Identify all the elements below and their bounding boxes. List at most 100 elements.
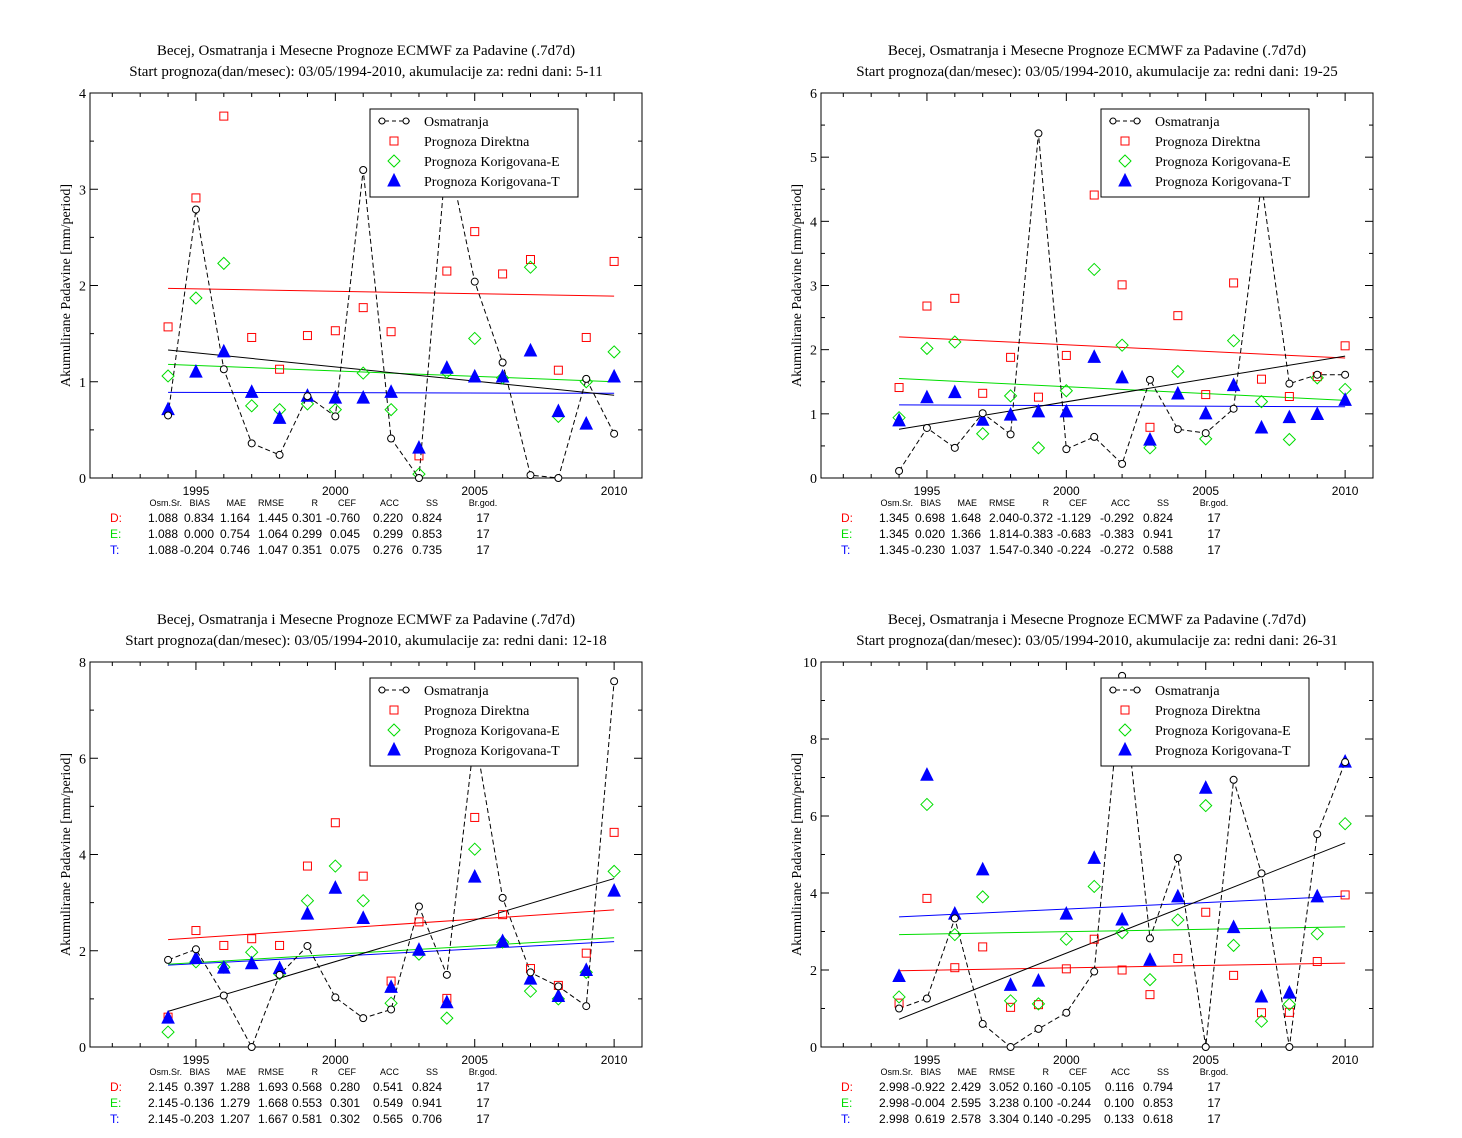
legend-entry: Prognoza Korigovana-E xyxy=(1155,155,1291,170)
korigovana-t-point xyxy=(975,861,990,876)
stats-cell: 2.998 xyxy=(879,1096,909,1110)
korigovana-t-point xyxy=(244,955,259,970)
stats-cell: -0.203 xyxy=(180,1112,214,1126)
stats-cell: 1.445 xyxy=(258,511,288,525)
korigovana-t-point xyxy=(920,767,934,781)
osmatranja-point xyxy=(359,1014,368,1023)
korigovana-e-point xyxy=(975,890,990,904)
korigovana-t-point xyxy=(356,389,371,404)
direktna-point xyxy=(247,934,257,944)
stats-header-cell: RMSE xyxy=(989,1067,1015,1077)
stats-cell: 2.429 xyxy=(951,1080,981,1094)
stats-cell: 1.064 xyxy=(258,527,288,541)
direktna-point xyxy=(1061,350,1071,360)
direktna-point xyxy=(330,818,340,828)
korigovana-t-point xyxy=(607,882,621,897)
stats-cell: -0.383 xyxy=(1019,527,1053,541)
legend-entry: Prognoza Direktna xyxy=(1155,704,1261,719)
x-tick-label: 2005 xyxy=(461,484,488,498)
stats-header-cell: RMSE xyxy=(258,1067,284,1077)
direktna-point xyxy=(219,940,229,950)
legend-marker xyxy=(402,686,410,694)
osmatranja-point xyxy=(950,443,959,452)
osmatranja-point xyxy=(275,450,284,459)
trend-line-osmatranja xyxy=(898,355,1346,430)
direktna-point xyxy=(922,893,932,903)
stats-cell: 0.299 xyxy=(292,527,322,541)
stats-cell: 2.998 xyxy=(879,1080,909,1094)
stats-row-label: D: xyxy=(110,1080,122,1094)
stats-header-cell: ACC xyxy=(380,498,400,508)
stats-cell: 1.279 xyxy=(220,1096,250,1110)
stats-cell: 2.578 xyxy=(951,1112,981,1126)
osmatranja-point xyxy=(1145,375,1154,384)
korigovana-e-point xyxy=(1254,1014,1269,1028)
y-tick-label: 5 xyxy=(810,151,817,166)
stats-cell: 0.100 xyxy=(1023,1096,1053,1110)
direktna-point xyxy=(302,331,312,341)
chart-subtitle: Start prognoza(dan/mesec): 03/05/1994-20… xyxy=(125,633,607,649)
stats-cell: 0.397 xyxy=(184,1080,214,1094)
korigovana-e-point xyxy=(1226,938,1241,953)
stats-cell: 1.366 xyxy=(951,527,981,541)
direktna-point xyxy=(1145,990,1155,1000)
osmatranja-point xyxy=(1006,1043,1015,1051)
trend-line-korigovana-e xyxy=(899,378,1346,401)
osmatranja-point xyxy=(164,955,173,964)
chart-subtitle: Start prognoza(dan/mesec): 03/05/1994-20… xyxy=(129,64,602,80)
legend-entry: Prognoza Direktna xyxy=(424,704,530,719)
korigovana-e-point xyxy=(948,927,962,942)
stats-cell: 0.824 xyxy=(1143,511,1173,525)
legend-entry: Prognoza Korigovana-T xyxy=(424,175,560,190)
korigovana-e-point xyxy=(300,893,315,908)
stats-cell: 2.595 xyxy=(951,1096,981,1110)
direktna-point xyxy=(581,332,591,342)
korigovana-t-point xyxy=(1143,952,1157,966)
osmatranja-point xyxy=(414,902,423,911)
direktna-point xyxy=(1117,965,1127,975)
osmatranja-point xyxy=(191,205,200,214)
osmatranja-point xyxy=(1313,370,1322,379)
trend-line-korigovana-e xyxy=(168,937,615,965)
stats-header-cell: BIAS xyxy=(920,498,941,508)
direktna-point xyxy=(1340,341,1350,351)
korigovana-e-point xyxy=(1003,389,1018,403)
korigovana-e-point xyxy=(1059,384,1074,398)
osmatranja-point xyxy=(331,993,340,1002)
stats-header-cell: RMSE xyxy=(989,498,1015,508)
stats-header-cell: Br.god. xyxy=(469,1067,498,1077)
korigovana-t-point xyxy=(1171,385,1185,400)
korigovana-t-point xyxy=(161,1010,175,1024)
y-tick-label: 2 xyxy=(810,964,817,979)
stats-table: Osm.Sr. BIAS MAE RMSE R CEF ACC SS Br.god. D: 1.34… xyxy=(841,498,1228,557)
osmatranja-point xyxy=(1229,404,1238,413)
stats-header-cell: SS xyxy=(1157,1067,1169,1077)
chart-subtitle: Start prognoza(dan/mesec): 03/05/1994-20… xyxy=(856,633,1338,649)
osmatranja-line xyxy=(898,675,1346,1048)
chart-subtitle: Start prognoza(dan/mesec): 03/05/1994-20… xyxy=(856,64,1338,80)
osmatranja-point xyxy=(1285,379,1294,388)
korigovana-e-point xyxy=(1254,394,1269,409)
stats-cell: 0.280 xyxy=(330,1080,360,1094)
stats-cell: -0.244 xyxy=(1057,1096,1091,1110)
legend-marker xyxy=(402,117,410,125)
korigovana-t-point xyxy=(328,389,343,404)
stats-cell: 0.116 xyxy=(1105,1080,1134,1094)
stats-cell: 17 xyxy=(476,511,490,525)
korigovana-t-point xyxy=(189,950,203,964)
osmatranja-point xyxy=(303,941,312,950)
korigovana-t-point xyxy=(1310,888,1325,903)
korigovana-e-point xyxy=(1087,262,1101,277)
stats-cell: 0.549 xyxy=(373,1096,403,1110)
stats-header-cell: R xyxy=(312,1067,319,1077)
y-tick-label: 4 xyxy=(810,215,817,230)
stats-cell: 1.164 xyxy=(220,511,250,525)
direktna-point xyxy=(922,301,932,311)
direktna-point xyxy=(609,256,619,266)
legend-entry: Prognoza Korigovana-T xyxy=(1155,175,1291,190)
stats-header-cell: R xyxy=(1043,498,1050,508)
korigovana-t-point xyxy=(272,410,287,424)
stats-cell: 0.553 xyxy=(292,1096,322,1110)
x-tick-label: 2010 xyxy=(601,1053,628,1067)
